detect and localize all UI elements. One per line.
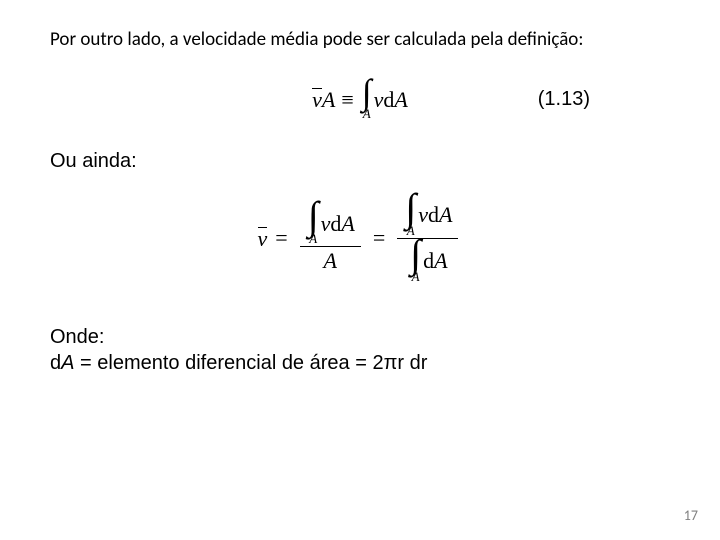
fraction-1-num: ∫ A vdA [300,201,361,246]
dA-var-1: A [394,87,407,113]
v-bar: v [312,87,322,112]
A-den-1: A [324,248,337,274]
v-bar-2: v [258,226,268,251]
equation-1-13: vA ≡ ∫ A vdA [312,80,408,120]
equation-2: v = ∫ A vdA A = [258,193,463,284]
page-number: 17 [684,507,698,524]
integral-sign-2: ∫ [308,202,319,230]
onde-title: Onde: [50,324,670,350]
intro-text: Por outro lado, a velocidade média pode … [50,28,670,52]
d-2: d [330,211,341,237]
onde-line: dA = elemento diferencial de área = 2πr … [50,350,670,376]
fraction-1: ∫ A vdA A [300,201,361,275]
v-integrand-3: v [418,202,428,228]
integral-sign-4: ∫ [410,240,421,268]
fraction-2-num: ∫ A vdA [397,193,458,238]
fraction-2: ∫ A vdA ∫ A dA [397,193,458,284]
onde-block: Onde: dA = elemento diferencial de área … [50,324,670,376]
d-4: d [423,248,434,274]
integral-sign-1: ∫ [362,80,372,105]
equation-1-13-row: vA ≡ ∫ A vdA (1.13) [50,80,670,120]
eq-sign-1: = [275,225,287,251]
dA-var-4: A [434,248,447,274]
v-integrand-1: v [374,87,384,113]
d-1: d [383,87,394,113]
dA-var-3: A [439,202,452,228]
d-3: d [428,202,439,228]
integral-block-1: ∫ A [362,80,372,120]
equation-label-1-13: (1.13) [538,88,590,111]
integral-sign-3: ∫ [405,194,416,222]
fraction-1-den: A [318,247,343,275]
A-left: A [322,87,335,113]
ou-ainda-text: Ou ainda: [50,150,670,173]
integral-sub-1: A [363,107,371,120]
slide: Por outro lado, a velocidade média pode … [0,0,720,540]
dA-var-2: A [341,211,354,237]
eq-sign-2: = [373,225,385,251]
fraction-2-den: ∫ A dA [402,239,453,284]
v-integrand-2: v [321,211,331,237]
integral-sub-4: A [412,270,420,283]
equation-2-row: v = ∫ A vdA A = [50,193,670,284]
equiv-sign: ≡ [341,87,353,113]
integral-sub-2: A [309,232,317,245]
